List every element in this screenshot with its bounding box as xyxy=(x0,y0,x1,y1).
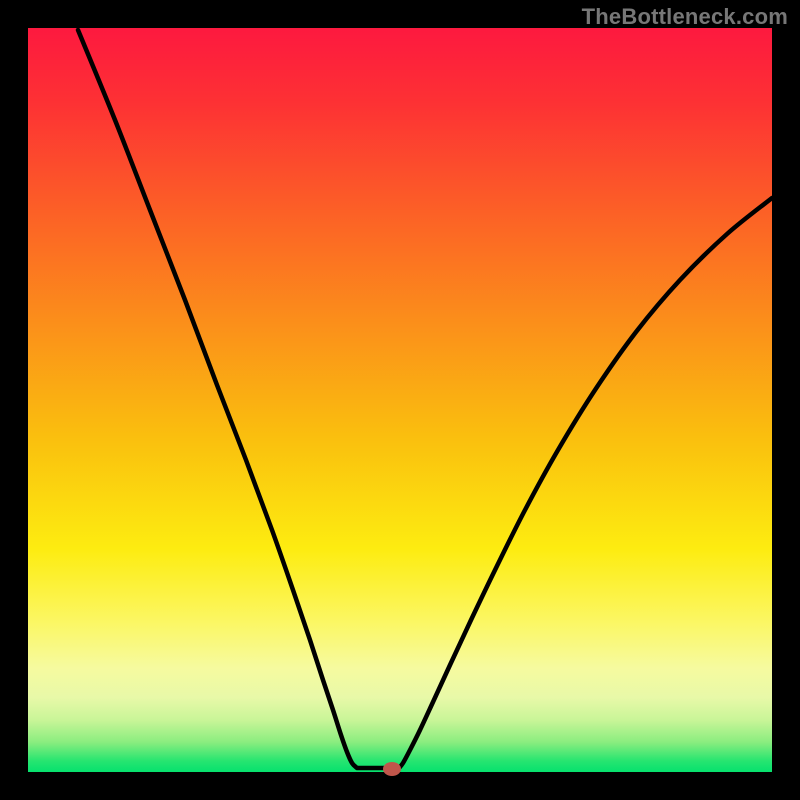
bottleneck-chart: { "chart": { "type": "line", "width": 80… xyxy=(0,0,800,800)
marker-dot xyxy=(383,762,401,776)
watermark: TheBottleneck.com xyxy=(582,4,788,30)
plot-area xyxy=(28,28,772,772)
chart-svg xyxy=(0,0,800,800)
